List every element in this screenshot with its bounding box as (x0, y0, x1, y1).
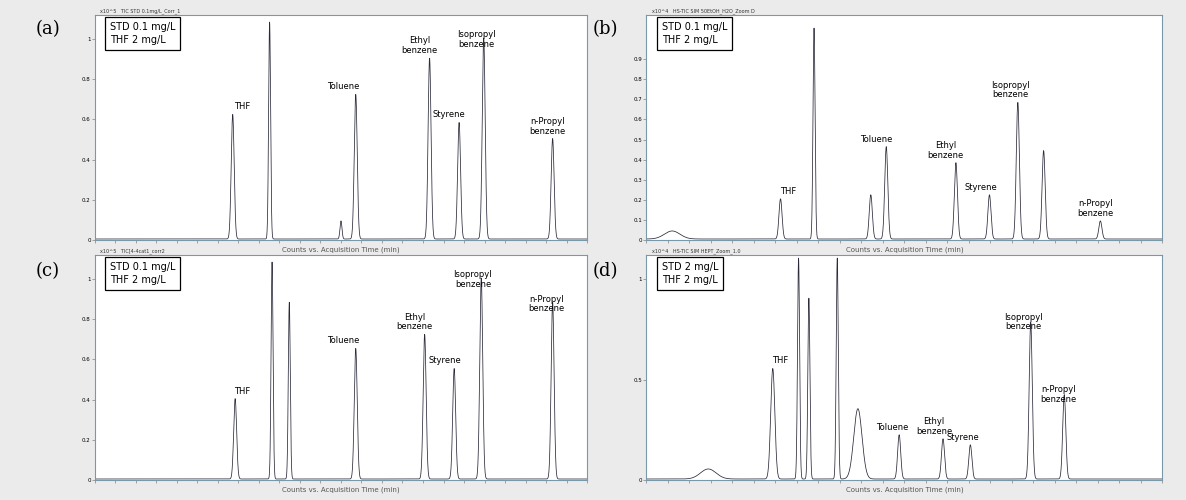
Text: STD 0.1 mg/L
THF 2 mg/L: STD 0.1 mg/L THF 2 mg/L (662, 22, 727, 45)
Text: Ethyl
benzene: Ethyl benzene (927, 141, 964, 160)
X-axis label: Counts vs. Acquisition Time (min): Counts vs. Acquisition Time (min) (282, 247, 400, 254)
Text: x10^5   TIC[4-4cat1_corr2: x10^5 TIC[4-4cat1_corr2 (100, 248, 165, 254)
Text: THF: THF (235, 386, 250, 396)
Text: n-Propyl
benzene: n-Propyl benzene (1040, 385, 1076, 404)
Text: STD 0.1 mg/L
THF 2 mg/L: STD 0.1 mg/L THF 2 mg/L (109, 262, 176, 285)
X-axis label: Counts vs. Acquisition Time (min): Counts vs. Acquisition Time (min) (282, 487, 400, 494)
Text: n-Propyl
benzene: n-Propyl benzene (529, 294, 565, 314)
Text: Ethyl
benzene: Ethyl benzene (396, 312, 433, 332)
Text: Styrene: Styrene (433, 110, 466, 120)
Text: THF: THF (772, 356, 789, 366)
Text: x10^4   HS-TIC SIM 50EtOH_H2O_Zoom D: x10^4 HS-TIC SIM 50EtOH_H2O_Zoom D (651, 8, 754, 14)
Text: Isopropyl
benzene: Isopropyl benzene (457, 30, 496, 49)
Text: STD 2 mg/L
THF 2 mg/L: STD 2 mg/L THF 2 mg/L (662, 262, 719, 285)
Text: Toluene: Toluene (860, 134, 892, 143)
Text: Styrene: Styrene (946, 433, 980, 442)
Text: (b): (b) (593, 20, 619, 38)
Text: THF: THF (780, 187, 796, 196)
X-axis label: Counts vs. Acquisition Time (min): Counts vs. Acquisition Time (min) (846, 487, 963, 494)
Text: Toluene: Toluene (875, 423, 908, 432)
Text: Ethyl
benzene: Ethyl benzene (916, 417, 952, 436)
Text: n-Propyl
benzene: n-Propyl benzene (1077, 199, 1114, 218)
Text: Ethyl
benzene: Ethyl benzene (402, 36, 438, 55)
Text: Styrene: Styrene (964, 183, 997, 192)
Text: (c): (c) (36, 262, 59, 280)
Text: Isopropyl
benzene: Isopropyl benzene (990, 80, 1029, 100)
X-axis label: Counts vs. Acquisition Time (min): Counts vs. Acquisition Time (min) (846, 247, 963, 254)
Text: (d): (d) (593, 262, 619, 280)
Text: Toluene: Toluene (327, 82, 359, 92)
Text: Styrene: Styrene (429, 356, 461, 366)
Text: Toluene: Toluene (327, 336, 359, 345)
Text: THF: THF (235, 102, 250, 112)
Text: x10^4   HS-TIC SIM HEPT_Zoom_1.0: x10^4 HS-TIC SIM HEPT_Zoom_1.0 (651, 248, 740, 254)
Text: (a): (a) (36, 20, 60, 38)
Text: x10^5   TIC STD 0.1mg/L_Corr_1: x10^5 TIC STD 0.1mg/L_Corr_1 (100, 8, 180, 14)
Text: n-Propyl
benzene: n-Propyl benzene (530, 117, 566, 136)
Text: Isopropyl
benzene: Isopropyl benzene (453, 270, 492, 289)
Text: STD 0.1 mg/L
THF 2 mg/L: STD 0.1 mg/L THF 2 mg/L (109, 22, 176, 45)
Text: Isopropyl
benzene: Isopropyl benzene (1003, 312, 1042, 332)
